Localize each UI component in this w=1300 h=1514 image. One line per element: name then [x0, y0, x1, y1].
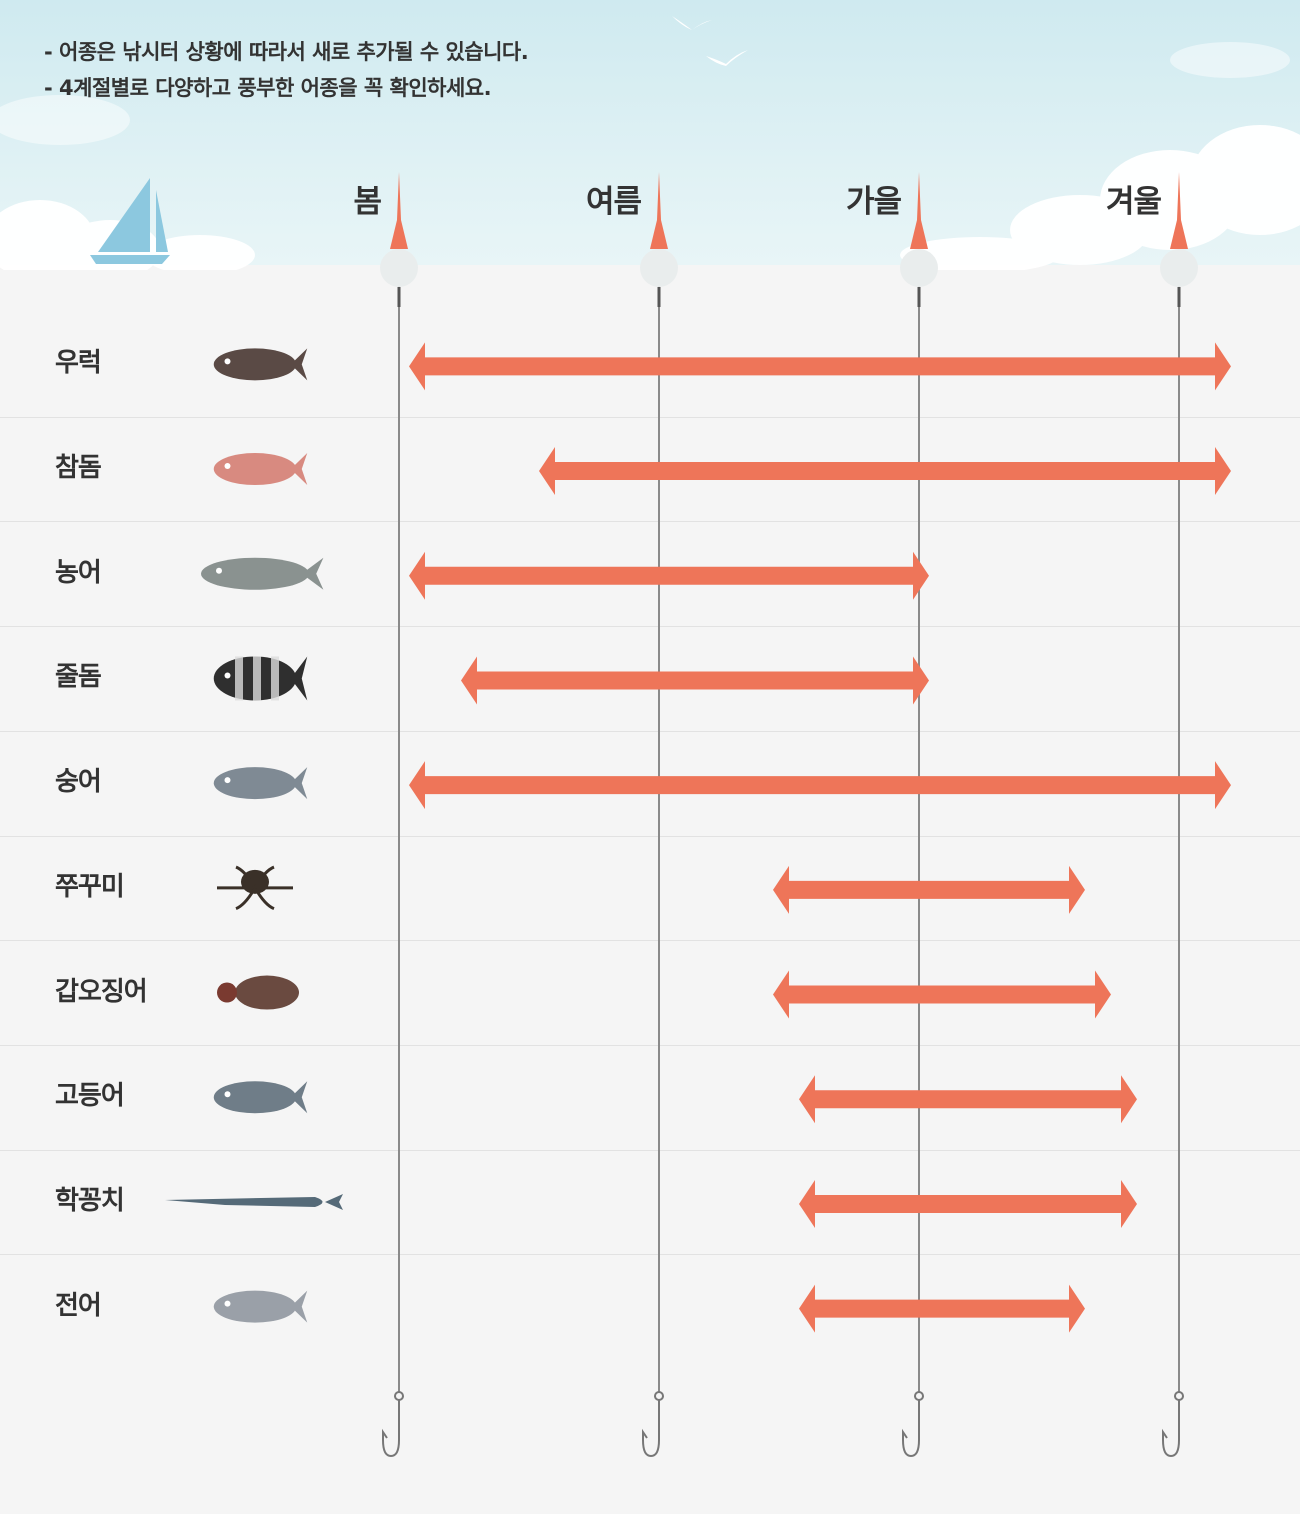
row-divider	[0, 940, 1300, 941]
season-range-arrow	[539, 447, 1231, 496]
fish-hook-icon	[902, 1400, 920, 1458]
hook-eye-icon	[394, 1391, 404, 1401]
gizzard-shad-icon	[213, 1290, 308, 1323]
row-divider	[0, 521, 1300, 522]
season-range-arrow	[799, 1284, 1085, 1333]
float-bob-icon	[900, 249, 938, 287]
season-label: 가을	[845, 184, 902, 220]
season-label: 겨울	[1105, 184, 1162, 220]
row-divider	[0, 1150, 1300, 1151]
red-seabream-icon	[213, 453, 308, 486]
float-top-icon	[650, 172, 668, 249]
fish-hook-icon	[1162, 1400, 1180, 1458]
species-label: 줄돔	[55, 662, 102, 692]
row-divider	[0, 836, 1300, 837]
species-label: 갑오징어	[55, 977, 148, 1007]
seagull-icons	[672, 16, 748, 66]
notice-line: - 4계절별로 다양하고 풍부한 어종을 꼭 확인하세요.	[44, 76, 492, 100]
float-bob-icon	[1160, 249, 1198, 287]
season-range-arrow	[773, 865, 1085, 914]
hook-eye-icon	[1174, 1391, 1184, 1401]
float-top-icon	[910, 172, 928, 249]
row-divider	[0, 1045, 1300, 1046]
species-label: 숭어	[55, 767, 102, 797]
sailboat-icon	[90, 178, 170, 264]
notice-line: - 어종은 낚시터 상황에 따라서 새로 추가될 수 있습니다.	[44, 40, 529, 64]
float-bob-icon	[640, 249, 678, 287]
rockfish-icon	[213, 348, 308, 381]
webfoot-octopus-icon	[217, 865, 293, 911]
species-label: 참돔	[55, 453, 102, 483]
row-divider	[0, 417, 1300, 418]
mullet-icon	[213, 767, 308, 800]
mackerel-icon	[213, 1081, 308, 1114]
row-divider	[0, 626, 1300, 627]
float-bob-icon	[380, 249, 418, 287]
season-range-arrow	[799, 1075, 1137, 1124]
season-label: 봄	[353, 184, 382, 220]
season-range-arrow	[409, 551, 929, 600]
row-divider	[0, 731, 1300, 732]
hook-eye-icon	[914, 1391, 924, 1401]
species-label: 전어	[55, 1291, 102, 1321]
seabass-icon	[201, 557, 324, 590]
fish-hook-icon	[382, 1400, 400, 1458]
season-range-arrow	[461, 656, 929, 705]
species-label: 우럭	[55, 348, 102, 378]
clouds	[0, 42, 1300, 270]
fish-hook-icon	[642, 1400, 660, 1458]
species-label: 쭈꾸미	[55, 872, 125, 902]
season-label: 여름	[585, 184, 642, 220]
striped-beakperch-icon	[213, 656, 308, 701]
season-range-arrow	[799, 1179, 1137, 1228]
species-label: 학꽁치	[55, 1186, 125, 1216]
sky-decoration	[0, 16, 1300, 270]
float-top-icon	[390, 172, 408, 249]
hook-eye-icon	[654, 1391, 664, 1401]
cuttlefish-icon	[217, 975, 299, 1010]
row-divider	[0, 1254, 1300, 1255]
season-range-arrow	[409, 342, 1231, 391]
notice-block: - 어종은 낚시터 상황에 따라서 새로 추가될 수 있습니다. - 4계절별로…	[44, 34, 529, 106]
float-top-icon	[1170, 172, 1188, 249]
species-label: 고등어	[55, 1081, 125, 1111]
season-range-arrow	[409, 761, 1231, 810]
season-line	[380, 172, 418, 1458]
season-range-arrow	[773, 970, 1111, 1019]
halfbeak-icon	[165, 1193, 343, 1210]
species-label: 농어	[55, 558, 102, 588]
